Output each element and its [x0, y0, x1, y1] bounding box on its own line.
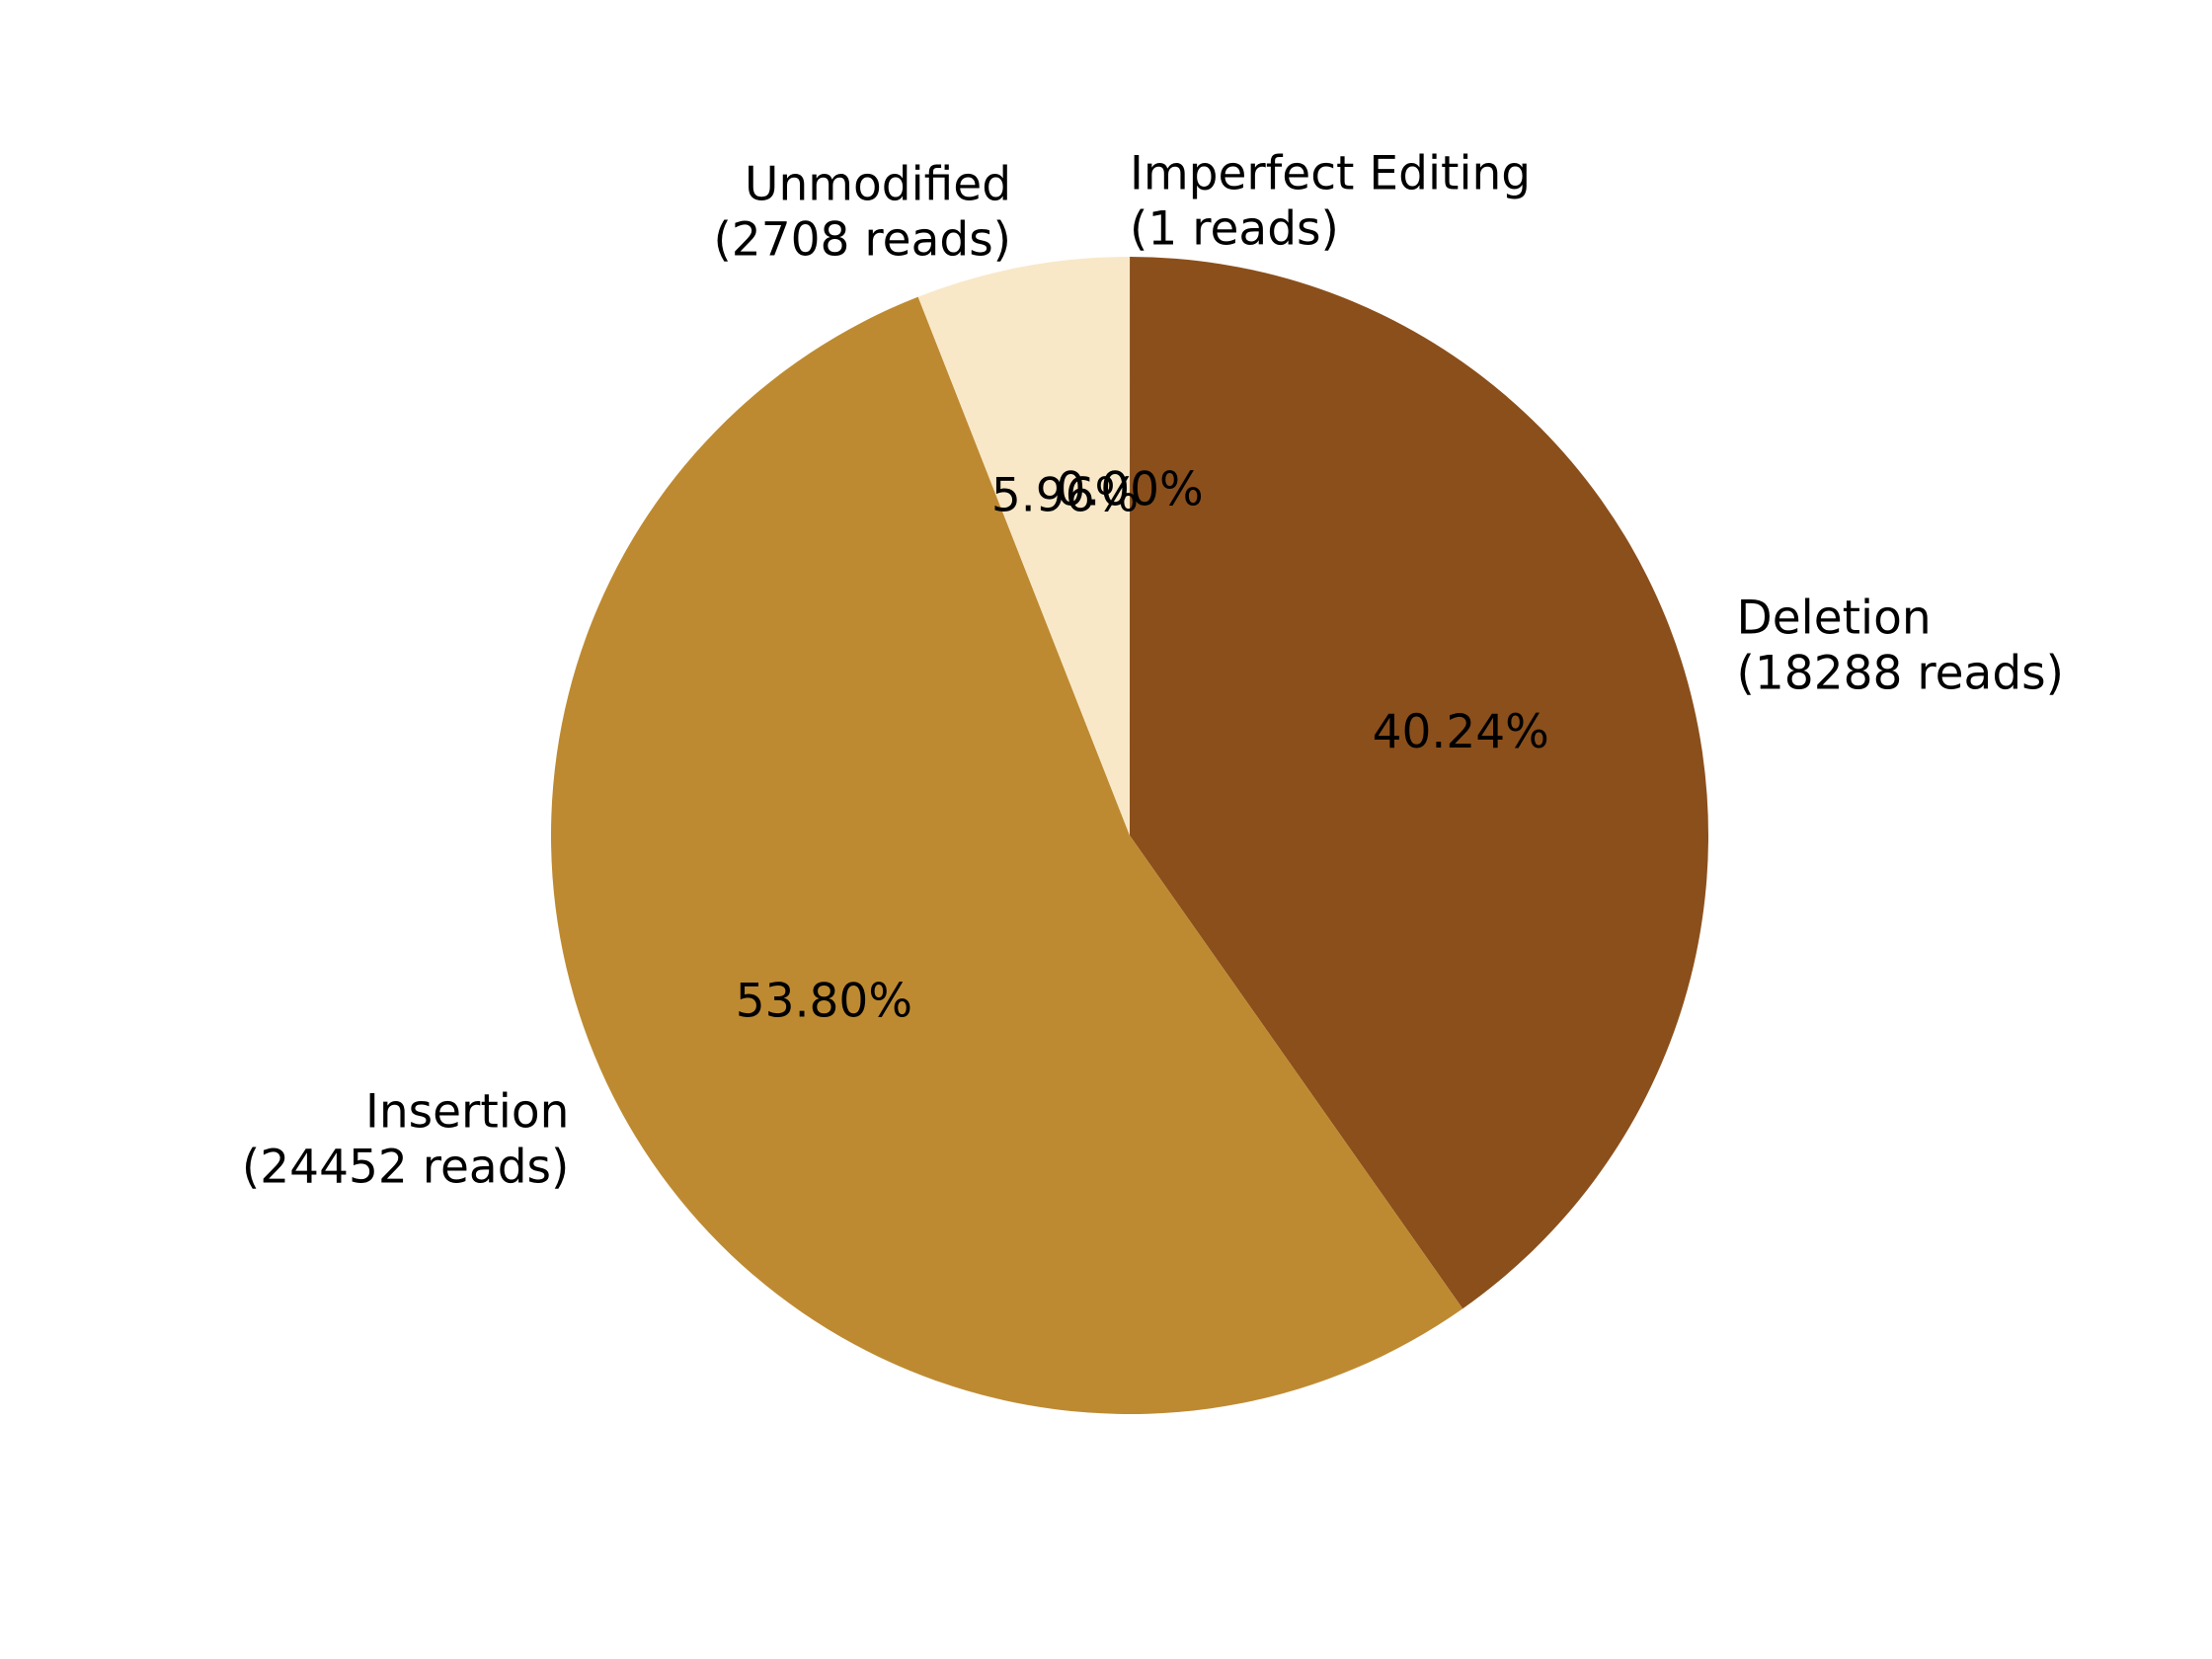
pct-label-imperfect-editing: 0.00% — [1056, 462, 1203, 516]
slice-deletion — [1130, 257, 1708, 1309]
label-deletion-reads: (18288 reads) — [1737, 646, 2064, 700]
label-imperfect-editing-reads: (1 reads) — [1130, 201, 1339, 256]
label-insertion: Insertion (24452 reads) — [242, 1085, 569, 1195]
label-imperfect-editing: Imperfect Editing (1 reads) — [1130, 146, 1531, 256]
pct-label-unmodified: 5.96% — [991, 469, 1139, 523]
pie-slices — [550, 257, 1708, 1415]
label-deletion-name: Deletion — [1737, 591, 1932, 645]
slice-insertion — [550, 296, 1463, 1415]
label-unmodified-name: Unmodified — [745, 158, 1011, 212]
label-unmodified-reads: (2708 reads) — [713, 213, 1011, 268]
pie-labels: Imperfect Editing (1 reads)0.00%Deletion(… — [242, 146, 2064, 1194]
pct-label-insertion: 53.80% — [736, 975, 912, 1029]
label-imperfect-editing-name: Imperfect Editing — [1130, 146, 1531, 200]
label-unmodified: Unmodified (2708 reads) — [713, 158, 1011, 268]
label-deletion: Deletion (18288 reads) — [1737, 591, 2064, 700]
pct-label-deletion: 40.24% — [1373, 705, 1549, 759]
slice-unmodified — [917, 257, 1130, 835]
label-insertion-name: Insertion — [365, 1085, 569, 1140]
label-insertion-reads: (24452 reads) — [242, 1141, 569, 1195]
